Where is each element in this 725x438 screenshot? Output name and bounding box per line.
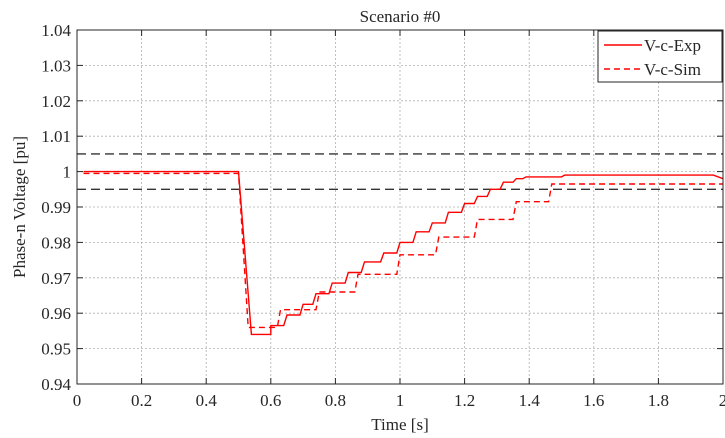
y-tick-labels: 0.94 0.95 0.96 0.97 0.98 0.99 1 1.01 1.02 1.03 1.0…	[41, 21, 71, 394]
x-tick-label: 0.4	[196, 391, 218, 410]
y-tick-label: 1	[63, 163, 72, 182]
y-tick-label: 1.04	[41, 21, 71, 40]
chart-title: Scenario #0	[360, 7, 441, 26]
grid	[77, 30, 723, 384]
series-line-v-c-sim	[83, 172, 723, 329]
x-tick-label: 1.6	[583, 391, 604, 410]
y-tick-label: 1.02	[41, 92, 71, 111]
y-tick-label: 0.99	[41, 198, 71, 217]
reference-lines	[77, 153, 723, 191]
x-tick-label: 1.2	[454, 391, 475, 410]
y-tick-label: 1.03	[41, 56, 71, 75]
y-tick-label: 1.01	[41, 127, 71, 146]
legend-box	[597, 30, 723, 83]
x-tick-label: 2	[719, 391, 725, 410]
y-tick-label: 0.97	[41, 269, 71, 288]
y-tick-label: 0.95	[41, 340, 71, 359]
x-tick-label: 0.8	[325, 391, 346, 410]
series-line-v-c-exp	[83, 170, 724, 336]
x-axis-label: Time [s]	[371, 415, 428, 434]
legend: V-c-Exp V-c-Sim	[597, 30, 723, 83]
x-tick-label: 1.4	[519, 391, 541, 410]
series-lines	[83, 170, 724, 336]
x-tick-labels: 0 0.2 0.4 0.6 0.8 1 1.2 1.4 1.6 1.8 2	[73, 391, 725, 410]
legend-label-v-c-exp: V-c-Exp	[644, 36, 701, 55]
x-tick-label: 0	[73, 391, 82, 410]
x-tick-label: 1.8	[648, 391, 669, 410]
x-tick-label: 0.2	[131, 391, 152, 410]
y-axis-label: Phase-n Voltage [pu]	[10, 136, 29, 278]
y-tick-label: 0.98	[41, 233, 71, 252]
x-tick-label: 1	[396, 391, 405, 410]
legend-label-v-c-sim: V-c-Sim	[644, 60, 701, 79]
y-tick-label: 0.94	[41, 375, 71, 394]
x-tick-label: 0.6	[260, 391, 281, 410]
y-tick-label: 0.96	[41, 304, 71, 323]
